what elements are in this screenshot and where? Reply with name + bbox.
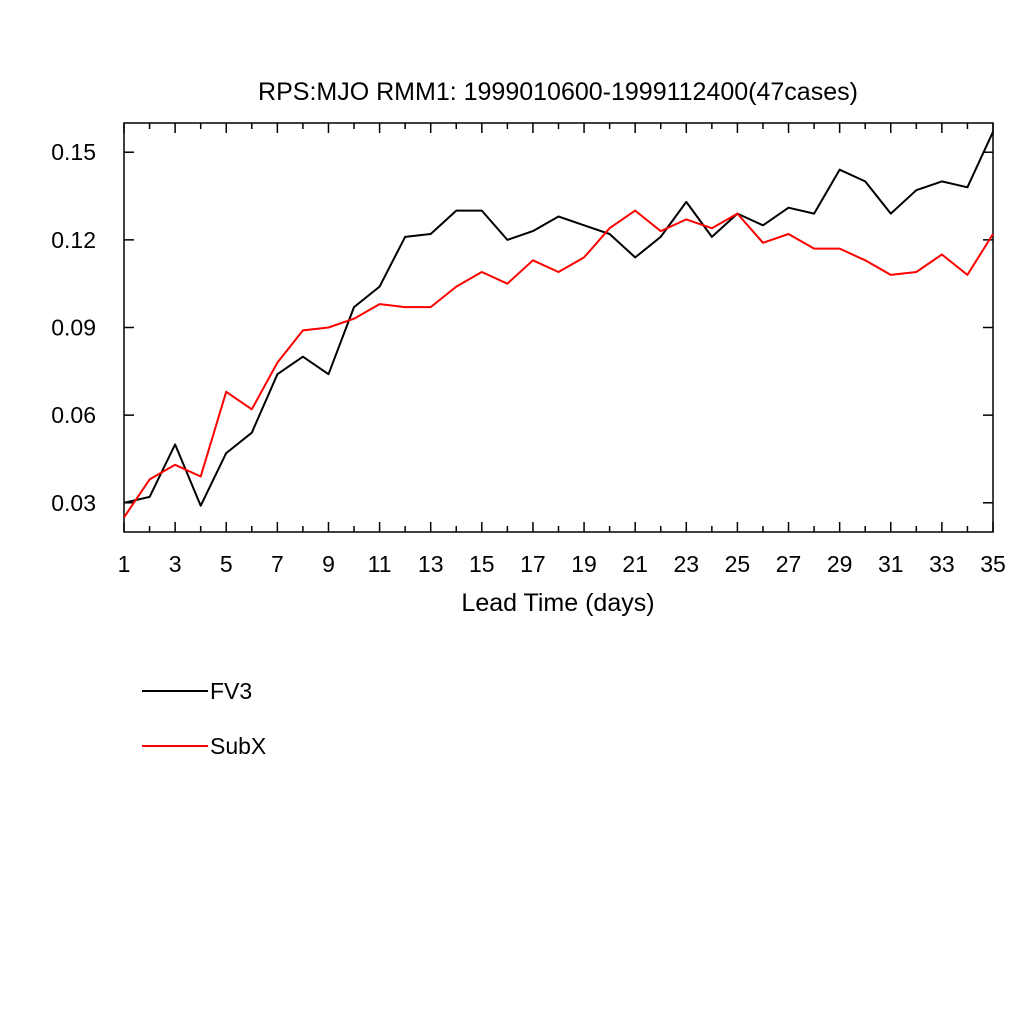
- x-tick-label: 7: [271, 551, 284, 577]
- x-tick-label: 9: [322, 551, 335, 577]
- legend: FV3 SubX: [142, 678, 266, 759]
- x-tick-label: 17: [520, 551, 546, 577]
- y-tick-label: 0.09: [51, 315, 96, 341]
- series-line-subx: [123, 209, 994, 518]
- x-tick-label: 5: [220, 551, 233, 577]
- x-tick-label: 11: [368, 551, 392, 577]
- plot-area: [123, 131, 994, 518]
- x-tick-label: 27: [776, 551, 802, 577]
- x-tick-label: 21: [622, 551, 648, 577]
- x-axis: 1 3 5 7 9 11 13 15 17 19 21 23 25 27 29 31 33 35: [118, 123, 1006, 577]
- y-axis: 0.03 0.06 0.09 0.12 0.15: [51, 139, 993, 516]
- x-axis-label: Lead Time (days): [461, 589, 654, 617]
- y-tick-label: 0.12: [51, 227, 96, 253]
- legend-label-fv3: FV3: [210, 678, 252, 704]
- y-tick-label: 0.03: [51, 490, 96, 516]
- x-tick-label: 23: [673, 551, 699, 577]
- x-tick-label: 33: [929, 551, 955, 577]
- legend-label-subx: SubX: [210, 733, 266, 759]
- x-tick-label: 25: [725, 551, 751, 577]
- x-tick-label: 13: [418, 551, 444, 577]
- y-tick-label: 0.15: [51, 139, 96, 165]
- x-tick-label: 1: [118, 551, 131, 577]
- x-tick-label: 35: [980, 551, 1006, 577]
- x-tick-label: 3: [169, 551, 182, 577]
- series-line-fv3: [123, 131, 994, 507]
- x-tick-label: 19: [571, 551, 597, 577]
- x-tick-label: 29: [827, 551, 853, 577]
- y-tick-label: 0.06: [51, 402, 96, 428]
- chart-title: RPS:MJO RMM1: 1999010600-1999112400(47ca…: [258, 78, 858, 106]
- plot-frame: [123, 122, 994, 533]
- x-tick-label: 15: [469, 551, 495, 577]
- x-tick-label: 31: [878, 551, 904, 577]
